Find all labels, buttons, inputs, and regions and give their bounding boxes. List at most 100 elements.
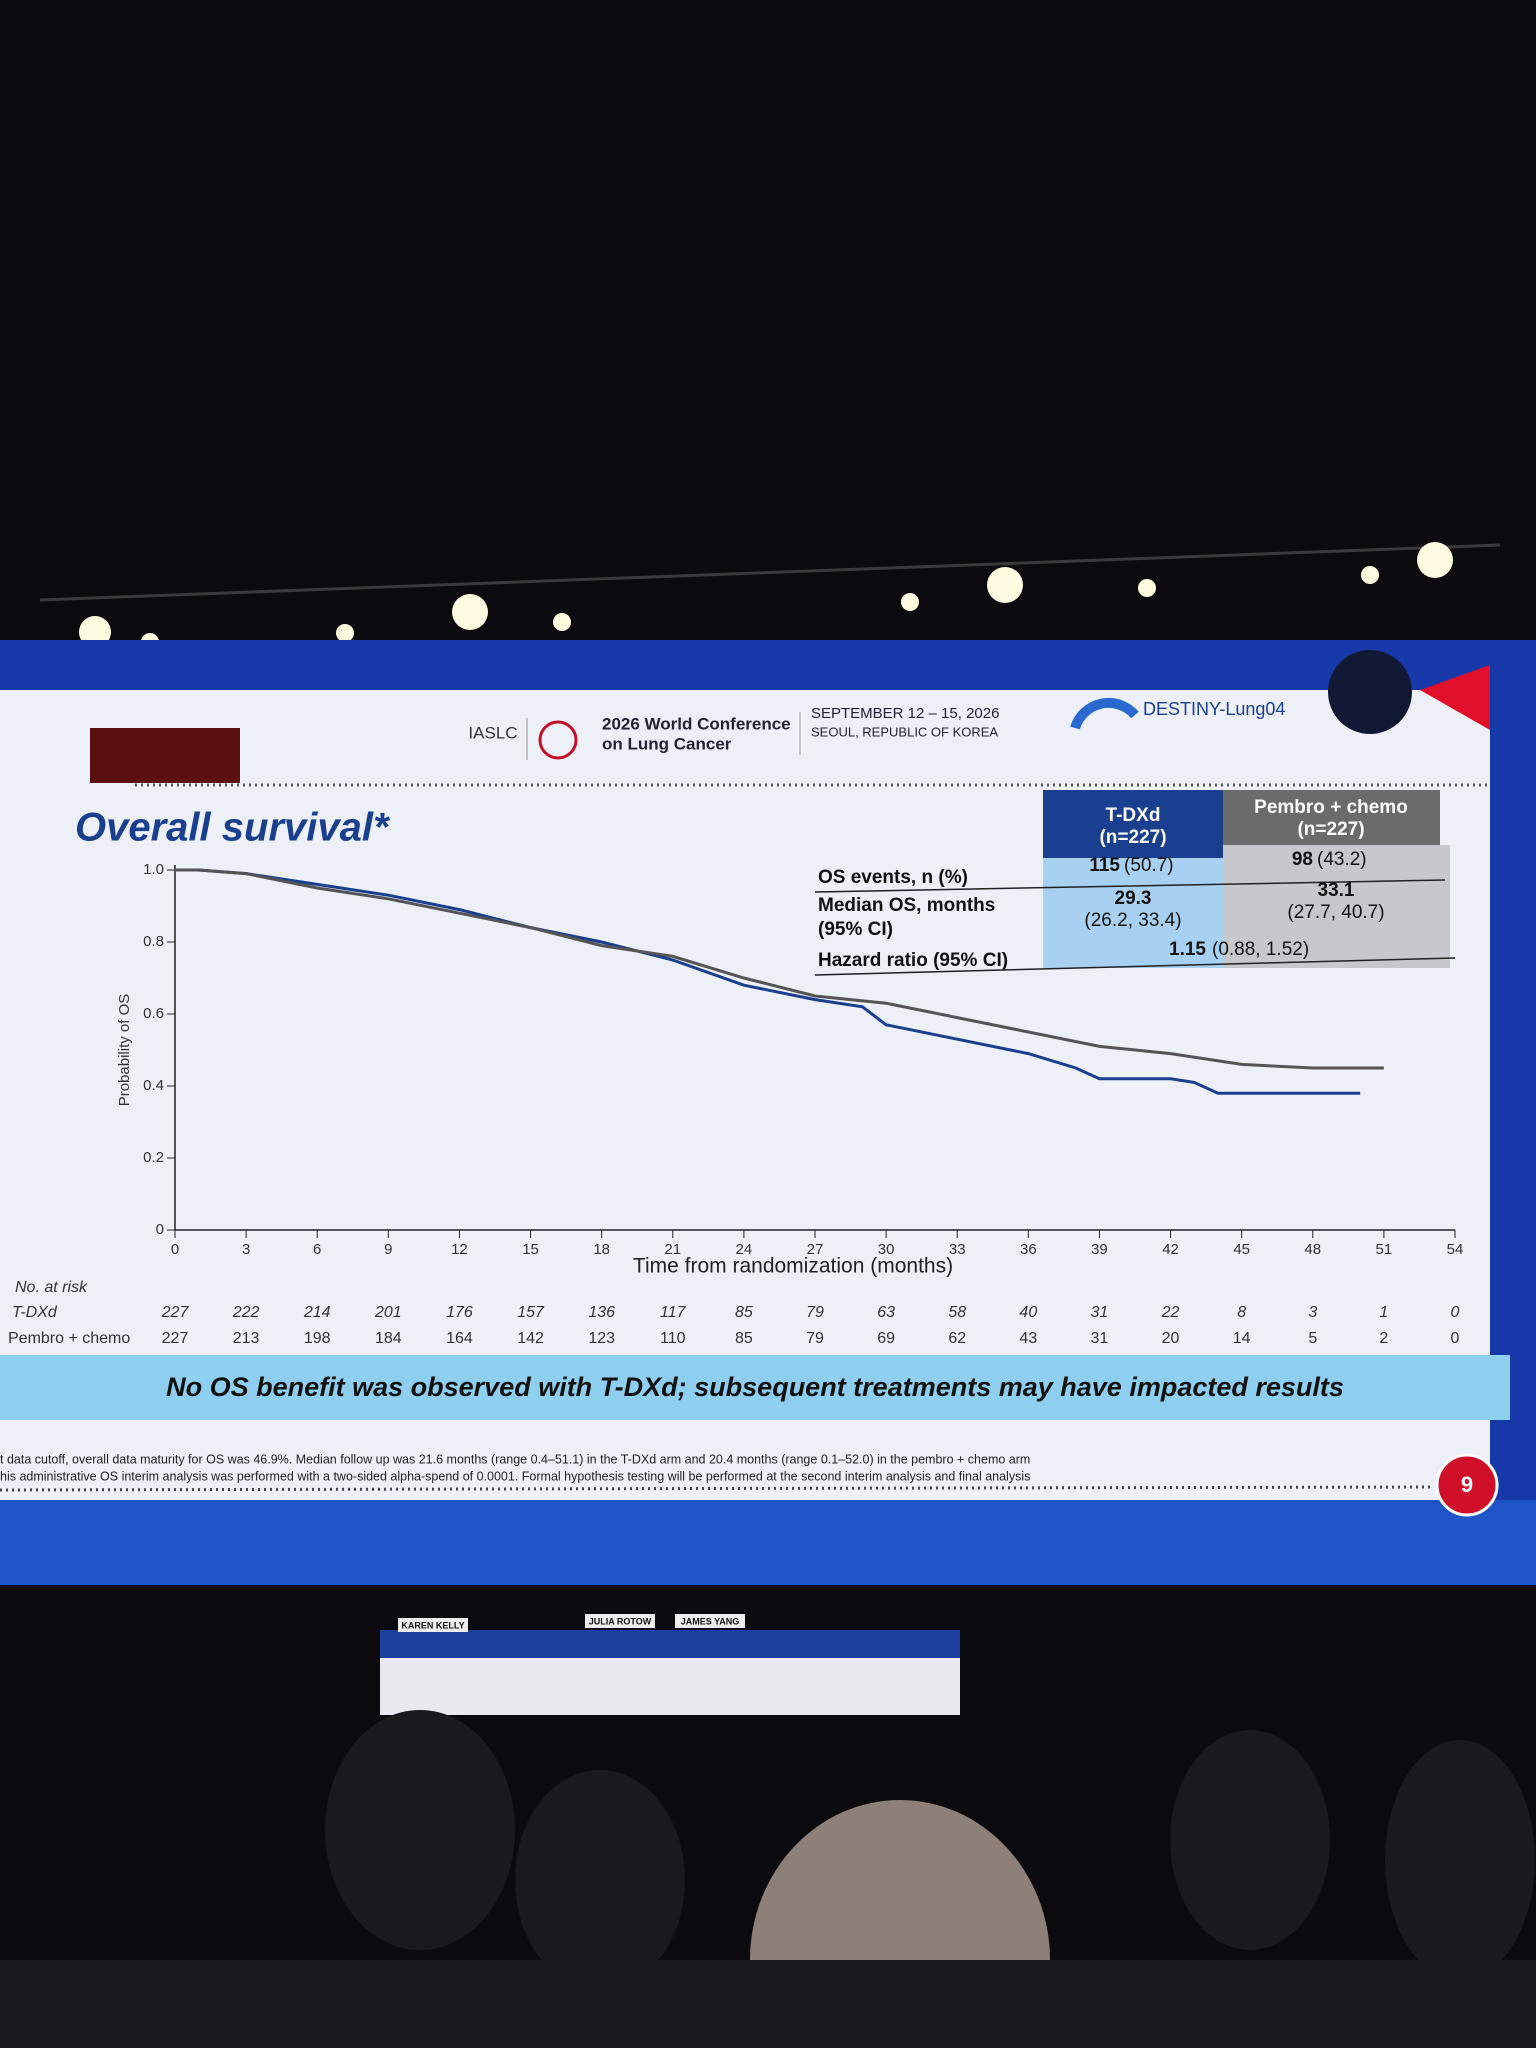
at-risk-count: 85 xyxy=(735,1330,753,1347)
risk-row-label: Pembro + chemo xyxy=(8,1330,130,1347)
x-tick-label: 24 xyxy=(736,1241,753,1258)
y-tick-label: 0.4 xyxy=(143,1077,164,1094)
page-number: 9 xyxy=(1461,1472,1473,1497)
at-risk-count: 117 xyxy=(660,1304,687,1321)
at-risk-count: 227 xyxy=(161,1304,190,1321)
trial-logo xyxy=(1070,697,1139,730)
x-tick-label: 27 xyxy=(807,1241,824,1258)
x-tick-label: 3 xyxy=(242,1241,250,1258)
row-rule xyxy=(814,957,1456,976)
x-tick-label: 42 xyxy=(1162,1241,1179,1258)
banner-text: No OS benefit was observed with T-DXd; s… xyxy=(166,1372,1344,1402)
at-risk-count: 14 xyxy=(1233,1330,1251,1347)
column-header: T-DXd xyxy=(1106,805,1161,826)
row-label: OS events, n (%) xyxy=(818,867,968,888)
at-risk-count: 58 xyxy=(948,1304,966,1321)
cell-value: 115 xyxy=(1089,855,1120,876)
x-axis-title: Time from randomization (months) xyxy=(633,1255,953,1278)
at-risk-count: 62 xyxy=(948,1330,966,1347)
at-risk-count: 1 xyxy=(1379,1304,1388,1321)
row-label: Median OS, months xyxy=(818,895,995,916)
x-tick-label: 45 xyxy=(1233,1241,1250,1258)
at-risk-count: 198 xyxy=(304,1330,331,1347)
x-tick-label: 36 xyxy=(1020,1241,1037,1258)
location: SEOUL, REPUBLIC OF KOREA xyxy=(811,724,998,739)
at-risk-count: 0 xyxy=(1451,1330,1460,1347)
at-risk-count: 222 xyxy=(232,1304,260,1321)
x-tick-label: 33 xyxy=(949,1241,966,1258)
society: IASLC xyxy=(468,723,517,742)
conference: 2026 World Conference xyxy=(602,714,791,733)
name-card-text: JULIA ROTOW xyxy=(589,1616,652,1626)
y-axis-title: Probability of OS xyxy=(116,994,133,1107)
at-risk-count: 123 xyxy=(588,1330,615,1347)
at-risk-count: 31 xyxy=(1091,1330,1109,1347)
cell-value: 29.3 xyxy=(1115,888,1152,909)
x-tick-label: 9 xyxy=(384,1241,392,1258)
cell-value: 98 xyxy=(1292,849,1313,870)
name-card xyxy=(585,1614,655,1628)
header-cell xyxy=(1043,790,1223,858)
header-image xyxy=(90,728,240,783)
at-risk-count: 0 xyxy=(1451,1304,1460,1321)
x-tick-label: 15 xyxy=(522,1241,539,1258)
at-risk-count: 79 xyxy=(806,1330,824,1347)
at-risk-count: 110 xyxy=(660,1330,686,1347)
cell xyxy=(1043,858,1223,968)
slide-footer-band xyxy=(0,1500,1536,1585)
at-risk-count: 40 xyxy=(1019,1304,1037,1321)
footnote: his administrative OS interim analysis w… xyxy=(0,1469,1030,1483)
logo xyxy=(538,720,578,760)
footer-rule xyxy=(0,1485,1431,1492)
speaker-video xyxy=(1328,650,1412,734)
header-cell xyxy=(1223,790,1440,845)
at-risk-count: 8 xyxy=(1237,1304,1246,1321)
name-card-text: KAREN KELLY xyxy=(401,1620,464,1630)
at-risk-count: 142 xyxy=(517,1330,544,1347)
row-rule xyxy=(814,879,1446,893)
at-risk-title: No. at risk xyxy=(15,1279,88,1296)
at-risk-count: 213 xyxy=(233,1330,260,1347)
cell-value: 33.1 xyxy=(1318,880,1355,901)
at-risk-count: 176 xyxy=(446,1304,473,1321)
desk-banner xyxy=(380,1630,960,1658)
name-card xyxy=(398,1618,468,1632)
page-badge xyxy=(1435,1453,1499,1517)
cell-value: (27.7, 40.7) xyxy=(1287,902,1384,923)
cell xyxy=(1223,845,1450,968)
trial: DESTINY-Lung04 xyxy=(1143,699,1285,719)
at-risk-count: 43 xyxy=(1019,1330,1037,1347)
chart-title: Overall survival* xyxy=(75,806,391,850)
name-card xyxy=(675,1614,745,1628)
x-tick-label: 6 xyxy=(313,1241,321,1258)
at-risk-count: 164 xyxy=(446,1330,473,1347)
x-tick-label: 18 xyxy=(593,1241,610,1258)
dates: SEPTEMBER 12 – 15, 2026 xyxy=(811,705,999,722)
conference: on Lung Cancer xyxy=(602,734,732,753)
x-tick-label: 48 xyxy=(1304,1241,1321,1258)
at-risk-count: 3 xyxy=(1308,1304,1317,1321)
column-header: (n=227) xyxy=(1099,827,1166,848)
y-tick-label: 1.0 xyxy=(143,861,164,878)
footnote: t data cutoff, overall data maturity for… xyxy=(0,1452,1030,1466)
at-risk-count: 85 xyxy=(735,1304,753,1321)
x-tick-label: 21 xyxy=(664,1241,681,1258)
cell-value: 1.15 xyxy=(1169,939,1206,960)
cell-value: (0.88, 1.52) xyxy=(1212,939,1309,960)
row-label: (95% CI) xyxy=(818,919,893,940)
banner xyxy=(0,1355,1510,1420)
x-tick-label: 12 xyxy=(451,1241,468,1258)
at-risk-count: 63 xyxy=(877,1304,895,1321)
at-risk-count: 5 xyxy=(1308,1330,1317,1347)
at-risk-count: 22 xyxy=(1161,1304,1180,1321)
results-table: T-DXd (n=227) Pembro + chemo (n=227) OS … xyxy=(814,790,1456,976)
at-risk-count: 31 xyxy=(1091,1304,1109,1321)
name-card-text: JAMES YANG xyxy=(681,1616,740,1626)
at-risk-count: 20 xyxy=(1162,1330,1180,1347)
cell-value: (43.2) xyxy=(1317,849,1367,870)
at-risk-count: 136 xyxy=(588,1304,615,1321)
corner-accent xyxy=(1420,665,1490,730)
at-risk-count: 79 xyxy=(806,1304,824,1321)
column-header: (n=227) xyxy=(1297,819,1364,840)
